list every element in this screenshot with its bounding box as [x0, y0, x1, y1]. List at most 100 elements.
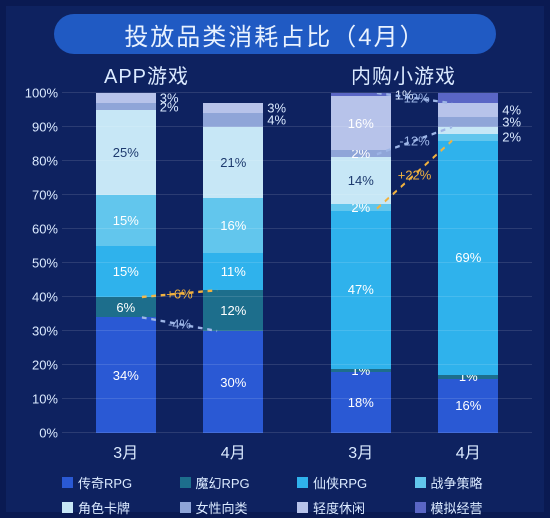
chart-title: 投放品类消耗占比（4月）: [54, 14, 496, 54]
legend-item: 女性向类: [180, 498, 298, 517]
y-axis-label: 90%: [32, 120, 58, 135]
y-axis-label: 80%: [32, 154, 58, 169]
x-axis-label: 4月: [438, 439, 498, 463]
x-axis-group: 3月 4月: [62, 439, 297, 463]
segment-label: 4%: [502, 103, 521, 118]
stacked-bar: 30%12%11%16%21%4%3%: [203, 93, 263, 433]
legend-swatch: [297, 477, 308, 488]
segment-label: 3%: [502, 114, 521, 129]
bar-segment: 16%: [331, 96, 391, 150]
legend-item: 角色卡牌: [62, 498, 180, 517]
segment-label: 16%: [455, 398, 481, 413]
bar-segment: 2%: [438, 134, 498, 141]
legend-item: 模拟经营: [415, 498, 533, 517]
stacked-bar: 16%1%69%2%3%4%: [438, 93, 498, 433]
segment-label: 15%: [113, 264, 139, 279]
legend-item: 魔幻RPG: [180, 473, 298, 492]
bar-segment: [438, 93, 498, 103]
plot: 34%6%15%15%25%2%3%30%12%11%16%21%4%3%-4%…: [62, 93, 532, 433]
segment-label: 11%: [221, 264, 246, 279]
delta-callout: +6%: [166, 286, 192, 301]
legend-swatch: [62, 477, 73, 488]
legend-label: 轻度休闲: [313, 498, 365, 517]
bar-segment: 34%: [96, 317, 156, 433]
y-axis-label: 0%: [39, 426, 58, 441]
gridline: [62, 92, 532, 93]
segment-label: 16%: [348, 116, 374, 131]
bar-segment: 69%: [438, 141, 498, 376]
legend-item: 传奇RPG: [62, 473, 180, 492]
bar-segment: 1%: [331, 369, 391, 372]
bar-segment: 2%: [331, 150, 391, 157]
y-axis-label: 30%: [32, 324, 58, 339]
gridline: [62, 228, 532, 229]
bar-segment: 3%: [203, 103, 263, 113]
panel-subtitle: 内购小游戏: [275, 60, 532, 89]
bar-segment: 16%: [203, 198, 263, 252]
y-axis-label: 10%: [32, 392, 58, 407]
chart-frame: 投放品类消耗占比（4月） APP游戏内购小游戏 0%10%20%30%40%50…: [0, 0, 550, 518]
segment-label: 2%: [160, 99, 179, 114]
bars-container: 34%6%15%15%25%2%3%30%12%11%16%21%4%3%-4%…: [62, 93, 532, 433]
delta-callout: -12%: [399, 133, 429, 148]
bar-segment: 4%: [203, 113, 263, 127]
bar-segment: 15%: [96, 195, 156, 246]
bar-segment: 18%: [331, 372, 391, 433]
legend-label: 传奇RPG: [78, 473, 132, 492]
legend-swatch: [415, 502, 426, 513]
y-axis: 0%10%20%30%40%50%60%70%80%90%100%: [18, 93, 62, 433]
bar-segment: 2%: [331, 204, 391, 211]
bar-segment: 30%: [203, 331, 263, 433]
legend-label: 仙侠RPG: [313, 473, 367, 492]
gridline: [62, 364, 532, 365]
segment-label: 15%: [113, 213, 139, 228]
segment-label: 30%: [220, 375, 246, 390]
legend-label: 模拟经营: [431, 498, 483, 517]
x-axis-label: 3月: [96, 439, 156, 463]
segment-label: 25%: [113, 145, 139, 160]
bar-segment: 21%: [203, 127, 263, 198]
segment-label: 6%: [116, 300, 135, 315]
bar-segment: 25%: [96, 110, 156, 195]
y-axis-label: 20%: [32, 358, 58, 373]
gridline: [62, 398, 532, 399]
segment-label: 34%: [113, 368, 139, 383]
legend-swatch: [62, 502, 73, 513]
legend-item: 战争策略: [415, 473, 533, 492]
gridline: [62, 262, 532, 263]
segment-label: 2%: [502, 130, 521, 145]
chart-inner: 投放品类消耗占比（4月） APP游戏内购小游戏 0%10%20%30%40%50…: [6, 6, 544, 512]
legend-swatch: [180, 502, 191, 513]
gridline: [62, 432, 532, 433]
y-axis-label: 40%: [32, 290, 58, 305]
y-axis-label: 60%: [32, 222, 58, 237]
legend-swatch: [415, 477, 426, 488]
delta-callout: +22%: [398, 167, 432, 182]
bar-segment: 4%: [438, 103, 498, 117]
x-axis: 3月4月3月4月: [62, 439, 532, 463]
bar-segment: 15%: [96, 246, 156, 297]
gridline: [62, 126, 532, 127]
bar-segment: [438, 127, 498, 134]
legend-item: 轻度休闲: [297, 498, 415, 517]
x-axis-label: 4月: [203, 439, 263, 463]
bar-segment: 1%: [438, 375, 498, 378]
legend-label: 魔幻RPG: [196, 473, 250, 492]
segment-label: 14%: [348, 173, 374, 188]
gridline: [62, 160, 532, 161]
segment-label: 21%: [220, 155, 246, 170]
panel-subtitles: APP游戏内购小游戏: [18, 60, 532, 89]
legend-item: 仙侠RPG: [297, 473, 415, 492]
gridline: [62, 296, 532, 297]
legend-label: 女性向类: [196, 498, 248, 517]
chart-panel: 18%1%47%2%14%2%16%1%16%1%69%2%3%4%+22%-1…: [297, 93, 532, 433]
bar-segment: 16%: [438, 379, 498, 433]
bar-segment: 11%: [203, 253, 263, 290]
legend-label: 角色卡牌: [78, 498, 130, 517]
legend: 传奇RPG 魔幻RPG 仙侠RPG 战争策略角色卡牌 女性向类 轻度休闲 模拟经营: [62, 473, 532, 517]
stacked-bar: 18%1%47%2%14%2%16%1%: [331, 93, 391, 433]
bar-segment: 6%: [96, 297, 156, 317]
segment-label: 3%: [267, 101, 286, 116]
y-axis-label: 100%: [25, 86, 58, 101]
gridline: [62, 330, 532, 331]
